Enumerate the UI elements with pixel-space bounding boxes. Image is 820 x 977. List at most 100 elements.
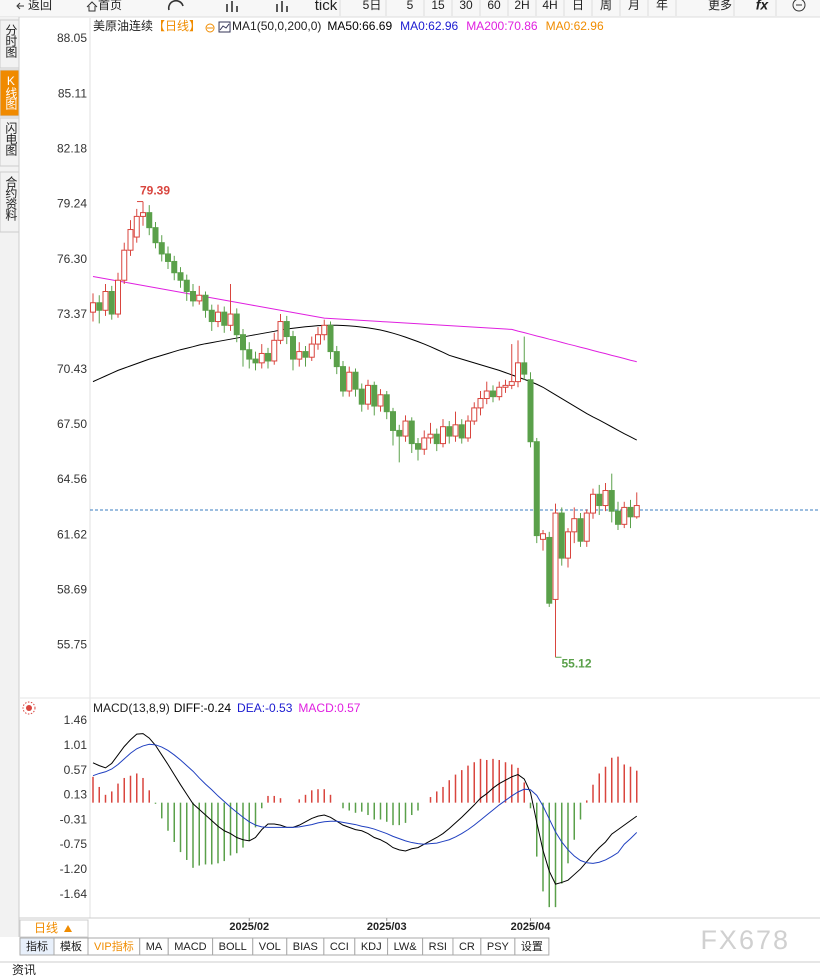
macd-bar [486,759,488,803]
period-selector[interactable] [19,919,89,938]
toolbar-button[interactable]: 周 [600,0,612,12]
candle-body [265,352,271,362]
macd-bar [104,794,107,803]
y-tick-label: 58.69 [57,582,87,596]
candle-body [346,371,353,392]
macd-bar [542,802,544,892]
candle-body [521,362,528,375]
toolbar-button[interactable]: 更多 [708,0,732,12]
toolbar-button[interactable]: 2H [514,0,529,12]
macd-bar [186,802,188,860]
toolbar-button[interactable]: 首页 [98,0,122,12]
sidebar-tab[interactable] [0,117,20,167]
indicator-icon[interactable] [218,21,231,33]
indicator-tab-label[interactable]: MA [146,941,163,953]
sidebar-tab[interactable] [0,69,20,117]
indicator-tab-label[interactable]: 模板 [60,939,82,953]
sidebar-tab-label[interactable]: 闪电图 [4,122,18,156]
macd-bar [529,802,532,809]
indicator-tab-label[interactable]: MACD [174,941,206,953]
candle-body [596,493,603,507]
candle-body [421,437,428,450]
candle-body [177,272,184,281]
candle-body [271,339,278,362]
chart-title: 美原油连续 [93,18,153,33]
candle-body [90,302,96,313]
y-tick-label: 55.75 [57,638,87,652]
candle-body [202,294,209,311]
macd-bar [454,774,457,803]
toolbar-button[interactable]: 5 [407,0,414,12]
home-icon[interactable] [86,1,98,12]
candle-body [471,407,478,422]
zoom-out-icon[interactable] [792,0,806,12]
candle-body [221,311,228,326]
toolbar-button[interactable]: 日 [572,0,584,12]
indicator-tab-label[interactable]: VOL [259,941,281,953]
back-icon[interactable] [16,2,24,10]
macd-bar [636,770,638,803]
indicator-tab-label[interactable]: CR [459,941,475,953]
legend-entry: MA0:62.96 [400,19,458,33]
period-icon[interactable] [205,23,215,33]
indicator-tab-label[interactable]: KDJ [361,941,382,953]
indicator-tab-label[interactable]: PSY [487,941,510,953]
toolbar-button[interactable]: tick [315,0,338,14]
chart-icon[interactable] [167,0,184,11]
candle-body [196,294,203,302]
toolbar-button[interactable]: 4H [542,0,557,12]
macd-bar [567,802,569,864]
candle-body [533,441,540,537]
indicator-tab-label[interactable]: BOLL [219,941,247,953]
macd-bar [361,802,363,812]
macd-bar [436,791,438,803]
y-tick-label: 61.62 [57,527,87,541]
candle-body [190,291,196,302]
candle-body [515,362,521,383]
macd-bar [386,802,388,822]
indicator-tab[interactable] [514,937,550,956]
toolbar-button[interactable]: 60 [487,0,501,12]
toolbar-button[interactable]: fx [756,0,770,13]
indicator-tab-label[interactable]: VIP指标 [94,939,134,953]
indicator-tab-label[interactable]: CCI [330,941,349,953]
candle-body [483,390,490,400]
sidebar-tab-label[interactable]: 合约资料 [4,175,18,221]
toolbar-button[interactable]: 5日 [363,0,382,12]
candle-body [465,420,471,439]
sidebar-tab-label[interactable]: 分时图 [4,24,18,58]
y-tick-label: 0.57 [64,763,88,777]
sidebar-tab[interactable] [0,19,20,69]
chart-icon[interactable] [276,1,288,12]
indicator-tab-label[interactable]: LW& [394,941,418,953]
candle-body [558,512,565,559]
toolbar-button[interactable]: 月 [628,0,640,12]
candle-body [627,506,634,518]
toolbar-button[interactable]: 返回 [28,0,52,12]
indicator-tab-label[interactable]: 指标 [26,939,48,953]
toolbar-button[interactable]: 15 [431,0,445,12]
sidebar-tab-label[interactable]: K线图 [4,74,18,110]
toolbar-button[interactable]: 30 [459,0,473,12]
indicator-tab-label[interactable]: BIAS [293,941,318,953]
macd-bar [267,795,269,803]
indicator-tab-label[interactable]: 设置 [521,940,543,953]
settings-icon[interactable] [26,705,32,711]
period-selector-label[interactable]: 日线 [34,921,58,935]
chart-icon[interactable] [226,1,238,12]
candle-body [158,242,165,255]
sidebar-tab[interactable] [0,171,20,233]
candle-body [340,366,346,392]
footer-tab[interactable]: 资讯 [12,963,36,977]
toolbar-button[interactable]: 年 [656,0,668,12]
macd-bar [342,802,344,809]
macd-bar [442,786,444,803]
macd-bar [554,802,557,908]
indicator-tab-label[interactable]: RSI [429,941,447,953]
candle-body [215,311,221,323]
candle-body [608,490,615,512]
macd-bar [479,758,482,803]
macd-bar [161,802,163,819]
macd-line [92,733,638,885]
